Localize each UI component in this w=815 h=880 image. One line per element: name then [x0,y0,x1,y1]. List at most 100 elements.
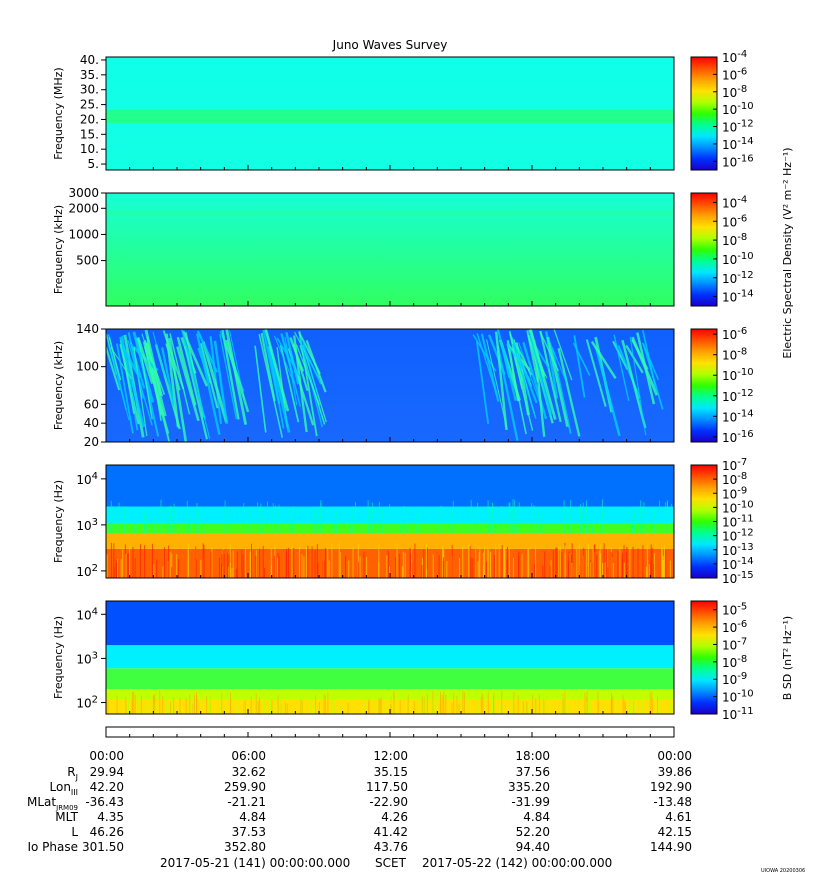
emission-streak [225,342,239,382]
emission-streak [119,339,136,414]
emission-streak [305,339,327,393]
ephemeris-value: 37.53 [232,825,266,839]
time-label: 06:00 [231,749,266,763]
colorbar-tick-label: 10-16 [722,153,754,169]
row-label: MLatJRM09 [27,795,78,812]
emission-streak [161,347,176,407]
emission-streak [526,330,539,383]
colorbar-tick-label: 10-8 [722,347,747,363]
emission-streak [612,340,629,370]
emission-streak [475,341,490,424]
colorbar-tick-label: 10-9 [722,671,747,687]
emission-streak [629,336,647,436]
colorbar-tick-label: 10-5 [722,602,747,618]
esd-colorbar-label: Electric Spectral Density (V² m⁻² Hz⁻¹) [781,147,794,358]
ephemeris-value: 35.15 [374,765,408,779]
emission-streak [636,332,656,405]
ephemeris-value: 192.90 [650,780,692,794]
emission-streak [631,339,649,370]
colorbar-tick-label: 10-15 [722,570,754,586]
colorbar-tick-label: 10-4 [722,49,747,65]
y-tick-label: 2000 [68,201,99,215]
row-label: LonIII [50,780,79,797]
emission-streak [553,329,573,381]
emission-streak [116,343,134,434]
emission-streak [181,329,206,420]
colorbar-tick-label: 10-4 [722,194,747,210]
y-tick-label: 103 [76,650,98,666]
emission-band [106,210,674,217]
emission-streak [196,330,218,373]
colorbar-tick-label: 10-8 [722,654,747,670]
y-tick-label: 3000 [68,186,99,200]
ephemeris-value: -13.48 [653,795,692,809]
ephemeris-value: 52.20 [516,825,550,839]
colorbar-2: 10-4 10-6 10-8 10-10 10-12 10-14 [690,192,754,307]
emission-streak [546,336,569,428]
time-axis [105,726,675,738]
emission-streak [219,334,238,420]
row-label: Io Phase [27,840,78,854]
emission-streak [260,332,276,402]
ephemeris-value: 144.90 [650,840,692,854]
emission-streak [548,338,568,383]
emission-streak [539,330,562,423]
y-tick-label: 1000 [68,227,99,241]
time-label: 18:00 [515,749,550,763]
ephemeris-value: 32.62 [232,765,266,779]
emission-streak [273,335,295,384]
colorbar-tick-label: 10-8 [722,84,747,100]
row-label: L [71,825,78,839]
spectrogram-panel-1: 5.10.15.20.25.30.35.40. Frequency (MHz) [52,53,675,171]
y-axis-label: Frequency (kHz) [52,341,65,430]
bsd-colorbar-label: B SD (nT² Hz⁻¹) [781,616,794,700]
colorbar-tick-label: 10-13 [722,542,754,558]
colorbar-tick-label: 10-12 [722,388,754,404]
emission-streak [573,335,586,398]
ephemeris-value: 46.26 [90,825,124,839]
colorbar-tick-label: 10-10 [722,101,754,117]
colorbar-tick-label: 10-16 [722,429,754,445]
colorbar-tick-label: 10-12 [722,528,754,544]
emission-streak [496,345,519,441]
emission-streak [585,339,607,407]
ephemeris-value: 4.84 [239,810,266,824]
ephemeris-value: 259.90 [224,780,266,794]
y-tick-label: 40. [80,53,99,67]
row-label: MLT [55,810,78,824]
emission-streak [494,331,508,430]
y-tick-label: 5. [88,157,99,171]
colorbars: 10-410-610-810-1010-1210-1410-1610-410-6… [690,49,754,722]
y-tick-label: 104 [76,606,98,622]
intensity-layer [106,645,674,669]
colorbar-tick-label: 10-9 [722,485,747,501]
ephemeris-value: 39.86 [658,765,692,779]
colorbar-tick-label: 10-12 [722,119,754,135]
emission-streak [512,343,537,419]
ephemeris-row: MLatJRM09 -36.43 -21.21 -22.90 -31.99 -13.48 [27,795,692,812]
emission-streak [201,341,228,423]
colorbar-tick-label: 10-12 [722,270,754,286]
colorbar-gradient [690,464,718,579]
emission-streak [165,333,180,428]
colorbar-4: 10-710-810-910-1010-1110-1210-1310-1410-… [690,457,754,586]
y-tick-label: 20. [80,112,99,126]
time-label: 00:00 [657,749,692,763]
time-axis-name: SCET [375,856,407,870]
ephemeris-value: 43.76 [374,840,408,854]
y-tick-label: 25. [80,98,99,112]
colorbar-tick-label: 10-6 [722,66,747,82]
intensity-layer [106,601,674,646]
colorbar-tick-label: 10-6 [722,213,747,229]
emission-streak [176,346,200,422]
start-time: 2017-05-21 (141) 00:00:00.000 [160,856,350,870]
emission-streak [613,334,630,402]
y-tick-label: 60 [84,397,99,411]
emission-streak [529,329,557,420]
emission-streak [476,333,498,396]
emission-streak [181,330,209,387]
ephemeris-value: 94.40 [516,840,550,854]
y-tick-label: 103 [76,517,98,533]
colorbar-tick-label: 10-7 [722,636,747,652]
